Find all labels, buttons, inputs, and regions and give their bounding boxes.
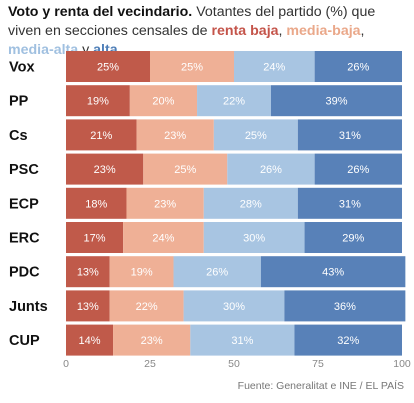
bar-segment xyxy=(143,153,228,185)
x-tick-label: 0 xyxy=(63,358,69,370)
data-label: 32% xyxy=(337,335,359,347)
legend-item: media-baja xyxy=(286,23,361,39)
bar-segment xyxy=(150,51,234,82)
bar-segment xyxy=(66,51,150,82)
bar-segment xyxy=(284,290,406,322)
bar-segment xyxy=(66,256,110,288)
category-label: PDC xyxy=(9,265,40,281)
data-label: 25% xyxy=(174,164,196,176)
data-label: 30% xyxy=(223,301,245,313)
bar-segment xyxy=(109,290,184,322)
chart-subtitle: Votantes del partido (%) que viven en se… xyxy=(8,4,376,39)
bar-segment xyxy=(123,222,204,253)
chart-title: Voto y renta del vecindario. xyxy=(8,4,193,20)
bar-segment xyxy=(297,119,402,151)
bar-segment xyxy=(109,256,174,288)
data-label: 36% xyxy=(334,301,356,313)
category-label: Junts xyxy=(9,299,48,315)
data-label: 17% xyxy=(84,233,106,245)
data-label: 22% xyxy=(223,96,245,108)
bar-segment xyxy=(113,324,191,356)
data-label: 43% xyxy=(322,267,344,279)
x-tick-label: 50 xyxy=(228,358,240,370)
bar-segment xyxy=(260,256,406,288)
data-label: 19% xyxy=(131,267,153,279)
x-tick-label: 75 xyxy=(312,358,324,370)
bar-segment xyxy=(203,222,305,253)
data-label: 23% xyxy=(141,335,163,347)
x-tick-label: 100 xyxy=(393,358,411,370)
legend-item: renta baja xyxy=(211,23,279,39)
data-label: 31% xyxy=(339,198,361,210)
bar-segment xyxy=(304,222,402,253)
bar-segment xyxy=(66,85,130,117)
bar-segment xyxy=(270,85,402,117)
bar-segment xyxy=(66,324,114,356)
data-label: 22% xyxy=(136,301,158,313)
data-label: 21% xyxy=(90,130,112,142)
data-label: 25% xyxy=(181,62,203,74)
legend-separator: y xyxy=(78,42,94,58)
data-label: 26% xyxy=(206,267,228,279)
bar-segment xyxy=(66,222,124,253)
data-label: 24% xyxy=(152,233,174,245)
source-note: Fuente: Generalitat e INE / EL PAÍS xyxy=(237,380,404,392)
bar-segment xyxy=(197,85,271,117)
data-label: 23% xyxy=(164,130,186,142)
data-label: 31% xyxy=(339,130,361,142)
data-label: 18% xyxy=(85,198,107,210)
bar-segment xyxy=(66,290,110,322)
bar-segment xyxy=(234,51,315,82)
x-tick-label: 25 xyxy=(144,358,156,370)
data-label: 29% xyxy=(342,233,364,245)
bar-segment xyxy=(213,119,298,151)
category-label: Cs xyxy=(9,128,28,144)
category-label: PSC xyxy=(9,162,39,178)
bar-segment xyxy=(190,324,295,356)
data-label: 26% xyxy=(347,164,369,176)
category-label: Vox xyxy=(9,60,35,76)
data-label: 23% xyxy=(94,164,116,176)
legend-separator: , xyxy=(360,23,365,39)
bar-segment xyxy=(314,51,402,82)
bar-segment xyxy=(126,187,204,219)
data-label: 14% xyxy=(79,335,101,347)
legend-item: media-alta xyxy=(8,42,79,58)
bar-segment xyxy=(294,324,402,356)
bar-segment xyxy=(66,187,127,219)
data-label: 26% xyxy=(260,164,282,176)
data-label: 20% xyxy=(152,96,174,108)
data-label: 28% xyxy=(240,198,262,210)
data-label: 23% xyxy=(154,198,176,210)
data-label: 31% xyxy=(231,335,253,347)
data-label: 25% xyxy=(97,62,119,74)
legend-separator: , xyxy=(278,23,287,39)
category-label: PP xyxy=(9,94,29,110)
data-label: 13% xyxy=(77,301,99,313)
bar-segment xyxy=(173,256,261,288)
category-label: CUP xyxy=(9,333,40,349)
bar-segment xyxy=(66,119,137,151)
category-label: ERC xyxy=(9,231,40,247)
data-label: 24% xyxy=(263,62,285,74)
bar-segment xyxy=(203,187,298,219)
data-label: 25% xyxy=(245,130,267,142)
bar-segment xyxy=(129,85,198,117)
bar-segment xyxy=(314,153,402,185)
bar-segment xyxy=(66,153,144,185)
data-label: 26% xyxy=(347,62,369,74)
category-label: ECP xyxy=(9,196,39,212)
data-label: 19% xyxy=(87,96,109,108)
bar-segment xyxy=(227,153,315,185)
data-label: 39% xyxy=(325,96,347,108)
data-label: 13% xyxy=(77,267,99,279)
bar-segment xyxy=(297,187,402,219)
data-label: 30% xyxy=(243,233,265,245)
bar-segment xyxy=(136,119,214,151)
bar-segment xyxy=(183,290,285,322)
